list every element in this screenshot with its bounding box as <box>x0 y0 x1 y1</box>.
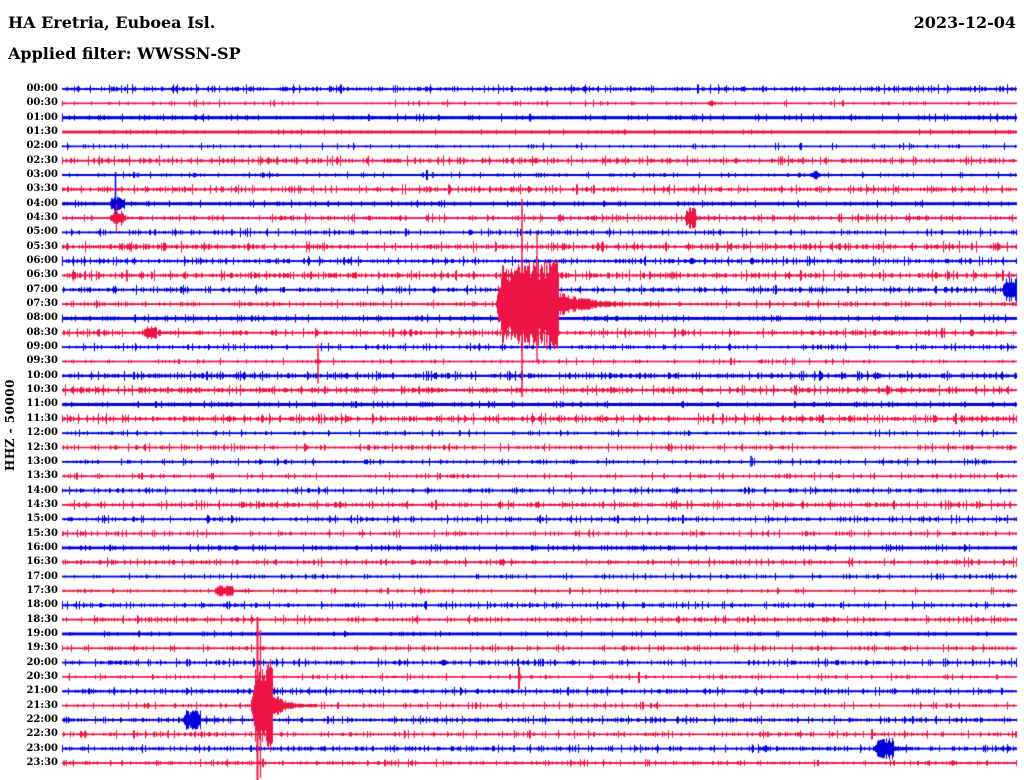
row-time-label: 17:00 <box>26 570 58 582</box>
row-time-label: 10:30 <box>26 384 58 396</box>
row-time-label: 10:00 <box>26 369 58 381</box>
row-time-label: 22:00 <box>26 713 58 725</box>
row-time-label: 16:30 <box>26 556 58 568</box>
row-time-label: 21:30 <box>26 699 58 711</box>
row-time-label: 05:30 <box>26 240 58 252</box>
row-time-label: 13:30 <box>26 470 58 482</box>
row-time-label: 12:00 <box>26 427 58 439</box>
row-time-label: 00:00 <box>26 83 58 94</box>
date-label: 2023-12-04 <box>913 13 1016 32</box>
row-time-label: 18:30 <box>26 613 58 625</box>
row-time-label: 00:30 <box>26 97 58 109</box>
row-time-label: 08:30 <box>26 326 58 338</box>
row-time-label: 08:00 <box>26 312 58 324</box>
row-time-label: 15:30 <box>26 527 58 539</box>
row-time-label: 18:00 <box>26 599 58 611</box>
row-time-label: 07:00 <box>26 283 58 295</box>
row-time-label: 16:00 <box>26 541 58 553</box>
row-time-label: 22:30 <box>26 728 58 740</box>
row-time-label: 04:00 <box>26 197 58 209</box>
row-time-label: 19:00 <box>26 627 58 639</box>
row-time-label: 02:00 <box>26 140 58 152</box>
filter-label: Applied filter: WWSSN-SP <box>8 44 241 63</box>
row-time-label: 14:30 <box>26 498 58 510</box>
row-time-label: 01:30 <box>26 126 58 138</box>
row-time-label: 09:30 <box>26 355 58 367</box>
row-time-label: 21:00 <box>26 685 58 697</box>
row-time-label: 17:30 <box>26 584 58 596</box>
row-time-label: 13:00 <box>26 455 58 467</box>
row-time-label: 11:00 <box>26 398 58 410</box>
row-time-label: 03:00 <box>26 169 58 181</box>
row-time-label: 07:30 <box>26 298 58 310</box>
row-time-label: 20:00 <box>26 656 58 668</box>
row-time-label: 05:00 <box>26 226 58 238</box>
row-time-label: 04:30 <box>26 212 58 224</box>
row-time-label: 12:30 <box>26 441 58 453</box>
row-time-label: 15:00 <box>26 513 58 525</box>
row-time-label: 06:30 <box>26 269 58 281</box>
row-time-label: 03:30 <box>26 183 58 195</box>
row-time-label: 09:00 <box>26 341 58 353</box>
row-time-label: 19:30 <box>26 642 58 654</box>
row-time-label: 02:30 <box>26 154 58 166</box>
row-time-label: 11:30 <box>26 412 58 424</box>
row-time-label: 23:00 <box>26 742 58 754</box>
row-time-label: 20:30 <box>26 670 58 682</box>
row-time-label: 14:00 <box>26 484 58 496</box>
time-axis: 00:00 00:30 01:00 01:30 02:00 02:30 03:00 03:30… <box>0 0 58 780</box>
row-time-label: 23:30 <box>26 756 58 768</box>
row-time-label: 01:00 <box>26 111 58 123</box>
row-time-label: 06:00 <box>26 255 58 267</box>
station-title: HA Eretria, Euboea Isl. <box>8 13 216 32</box>
